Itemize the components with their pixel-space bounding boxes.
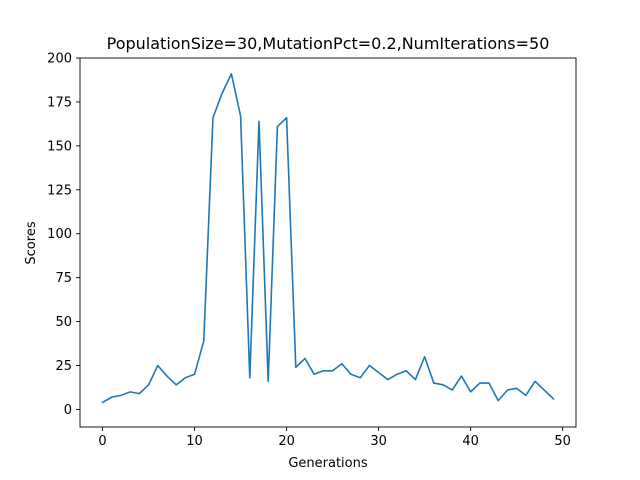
- y-tick-label: 100: [47, 227, 72, 242]
- y-tick-label: 50: [55, 315, 72, 330]
- chart-title: PopulationSize=30,MutationPct=0.2,NumIte…: [107, 34, 550, 53]
- x-tick-label: 40: [462, 434, 479, 449]
- x-tick-label: 30: [370, 434, 387, 449]
- plot-area: 0 10 20 30 40 50 0 25 50 75 100 125 150 175 200: [47, 52, 577, 449]
- y-tick-label: 0: [64, 403, 72, 418]
- y-axis-label: Scores: [24, 221, 39, 264]
- x-tick-label: 20: [278, 434, 295, 449]
- y-tick-label: 200: [47, 52, 72, 67]
- y-tick-label: 125: [47, 183, 72, 198]
- series-line-0: [101, 73, 555, 404]
- y-tick-label: 25: [55, 359, 72, 374]
- y-tick-label: 75: [55, 271, 72, 286]
- x-tick-label: 50: [554, 434, 571, 449]
- y-tick-label: 175: [47, 95, 72, 110]
- x-tick-label: 10: [186, 434, 203, 449]
- x-tick-label: 0: [98, 434, 106, 449]
- x-axis-label: Generations: [288, 456, 368, 471]
- y-tick-label: 150: [47, 139, 72, 154]
- axes-frame: [79, 57, 577, 428]
